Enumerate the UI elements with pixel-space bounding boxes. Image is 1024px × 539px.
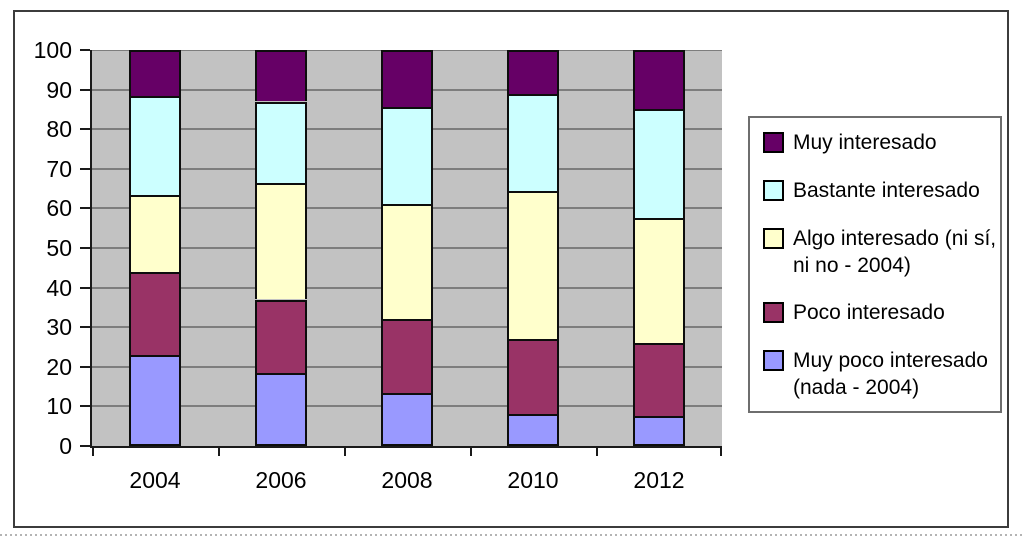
bar-segment-2008-1 [381, 392, 433, 446]
bar-segment-2008-2 [381, 319, 433, 393]
legend-item-label: Muy interesado [793, 129, 937, 156]
bar-segment-2010-5 [507, 50, 559, 94]
x-axis-tick-0 [92, 448, 94, 456]
legend-label-line: Algo interesado (ni sí, [793, 226, 997, 250]
bar-segment-2010-2 [507, 339, 559, 415]
y-axis-tick-40 [80, 286, 90, 289]
bar-segment-2004-1 [129, 354, 181, 446]
bar-2004 [129, 50, 181, 446]
x-axis-label-2004: 2004 [129, 467, 181, 493]
y-axis-label-20: 20 [46, 353, 72, 380]
bar-segment-2008-5 [381, 50, 433, 108]
bar-segment-2004-4 [129, 95, 181, 195]
y-axis-label-90: 90 [46, 76, 72, 103]
bar-segment-2006-2 [255, 299, 307, 373]
x-axis-label-2010: 2010 [507, 467, 559, 493]
legend-label-line: Poco interesado [793, 301, 945, 325]
bar-segment-2012-4 [633, 109, 685, 219]
bar-2010 [507, 50, 559, 446]
legend-item-label: Bastante interesado [793, 177, 980, 204]
legend-item-4: Poco interesado [750, 299, 1000, 326]
bar-segment-2012-3 [633, 218, 685, 344]
x-axis-tick-2 [344, 448, 346, 456]
y-axis-tick-20 [80, 365, 90, 368]
y-axis-tick-70 [80, 167, 90, 170]
y-axis-tick-80 [80, 128, 90, 131]
bar-segment-2004-2 [129, 271, 181, 355]
y-axis-tick-90 [80, 88, 90, 91]
x-axis-tick-4 [596, 448, 598, 456]
x-axis-tick-3 [470, 448, 472, 456]
legend-swatch-icon [763, 179, 784, 201]
legend-swatch-icon [763, 350, 784, 371]
bar-segment-2012-1 [633, 416, 685, 446]
legend-swatch-icon [763, 132, 784, 153]
legend-item-2: Bastante interesado [750, 177, 1000, 204]
bar-segment-2010-1 [507, 414, 559, 446]
y-axis-tick-0 [80, 445, 90, 447]
bar-segment-2006-3 [255, 182, 307, 300]
y-axis-label-70: 70 [46, 155, 72, 182]
bar-2012 [633, 50, 685, 446]
bar-segment-2008-3 [381, 204, 433, 320]
legend-swatch-icon [763, 302, 784, 324]
x-axis-label-2012: 2012 [633, 467, 685, 493]
legend-swatch-icon [763, 227, 784, 249]
legend-item-5: Muy poco interesado (nada - 2004) [750, 347, 1000, 401]
y-axis-tick-60 [80, 207, 90, 210]
bar-segment-2012-2 [633, 343, 685, 417]
legend-item-1: Muy interesado [750, 129, 1000, 156]
bottom-dotted-line [0, 534, 1024, 536]
bar-segment-2010-4 [507, 93, 559, 191]
plot-area [92, 50, 722, 446]
legend: Muy interesado Bastante interesado Algo in… [748, 116, 1002, 413]
legend-item-label: Algo interesado (ni sí, ni no - 2004) [793, 225, 996, 279]
legend-label-line: ni no - 2004) [793, 253, 911, 277]
y-axis-tick-10 [80, 405, 90, 408]
legend-item-3: Algo interesado (ni sí, ni no - 2004) [750, 225, 1000, 279]
x-axis-line [90, 446, 722, 448]
y-axis-label-50: 50 [46, 235, 72, 261]
y-axis-label-100: 100 [33, 37, 72, 63]
y-axis-label-0: 0 [59, 433, 72, 459]
y-axis-label-60: 60 [46, 195, 72, 222]
legend-item-label: Poco interesado [793, 299, 945, 326]
bar-segment-2012-5 [633, 50, 685, 110]
bar-segment-2010-3 [507, 190, 559, 340]
legend-item-label: Muy poco interesado (nada - 2004) [793, 347, 988, 401]
bar-segment-2006-5 [255, 50, 307, 102]
y-axis-label-10: 10 [46, 393, 72, 420]
y-axis-label-30: 30 [46, 314, 72, 341]
x-axis-tick-5 [720, 448, 722, 456]
legend-label-line: Bastante interesado [793, 178, 980, 202]
legend-label-line: (nada - 2004) [793, 376, 920, 399]
x-axis-label-2006: 2006 [255, 467, 307, 493]
x-axis-tick-1 [218, 448, 220, 456]
y-axis-tick-50 [80, 247, 90, 249]
bar-segment-2008-4 [381, 107, 433, 205]
bar-segment-2004-5 [129, 50, 181, 96]
bar-2006 [255, 50, 307, 446]
bar-segment-2004-3 [129, 194, 181, 272]
y-axis-line [90, 50, 92, 448]
bar-2008 [381, 50, 433, 446]
y-axis-label-40: 40 [46, 274, 72, 301]
y-axis-label-80: 80 [46, 116, 72, 143]
x-axis-label-2008: 2008 [381, 467, 433, 493]
bar-segment-2006-1 [255, 372, 307, 446]
bar-segment-2006-4 [255, 101, 307, 183]
y-axis-tick-30 [80, 326, 90, 329]
legend-label-line: Muy interesado [793, 131, 937, 154]
legend-label-line: Muy poco interesado [793, 349, 988, 372]
y-axis-tick-100 [80, 49, 90, 51]
